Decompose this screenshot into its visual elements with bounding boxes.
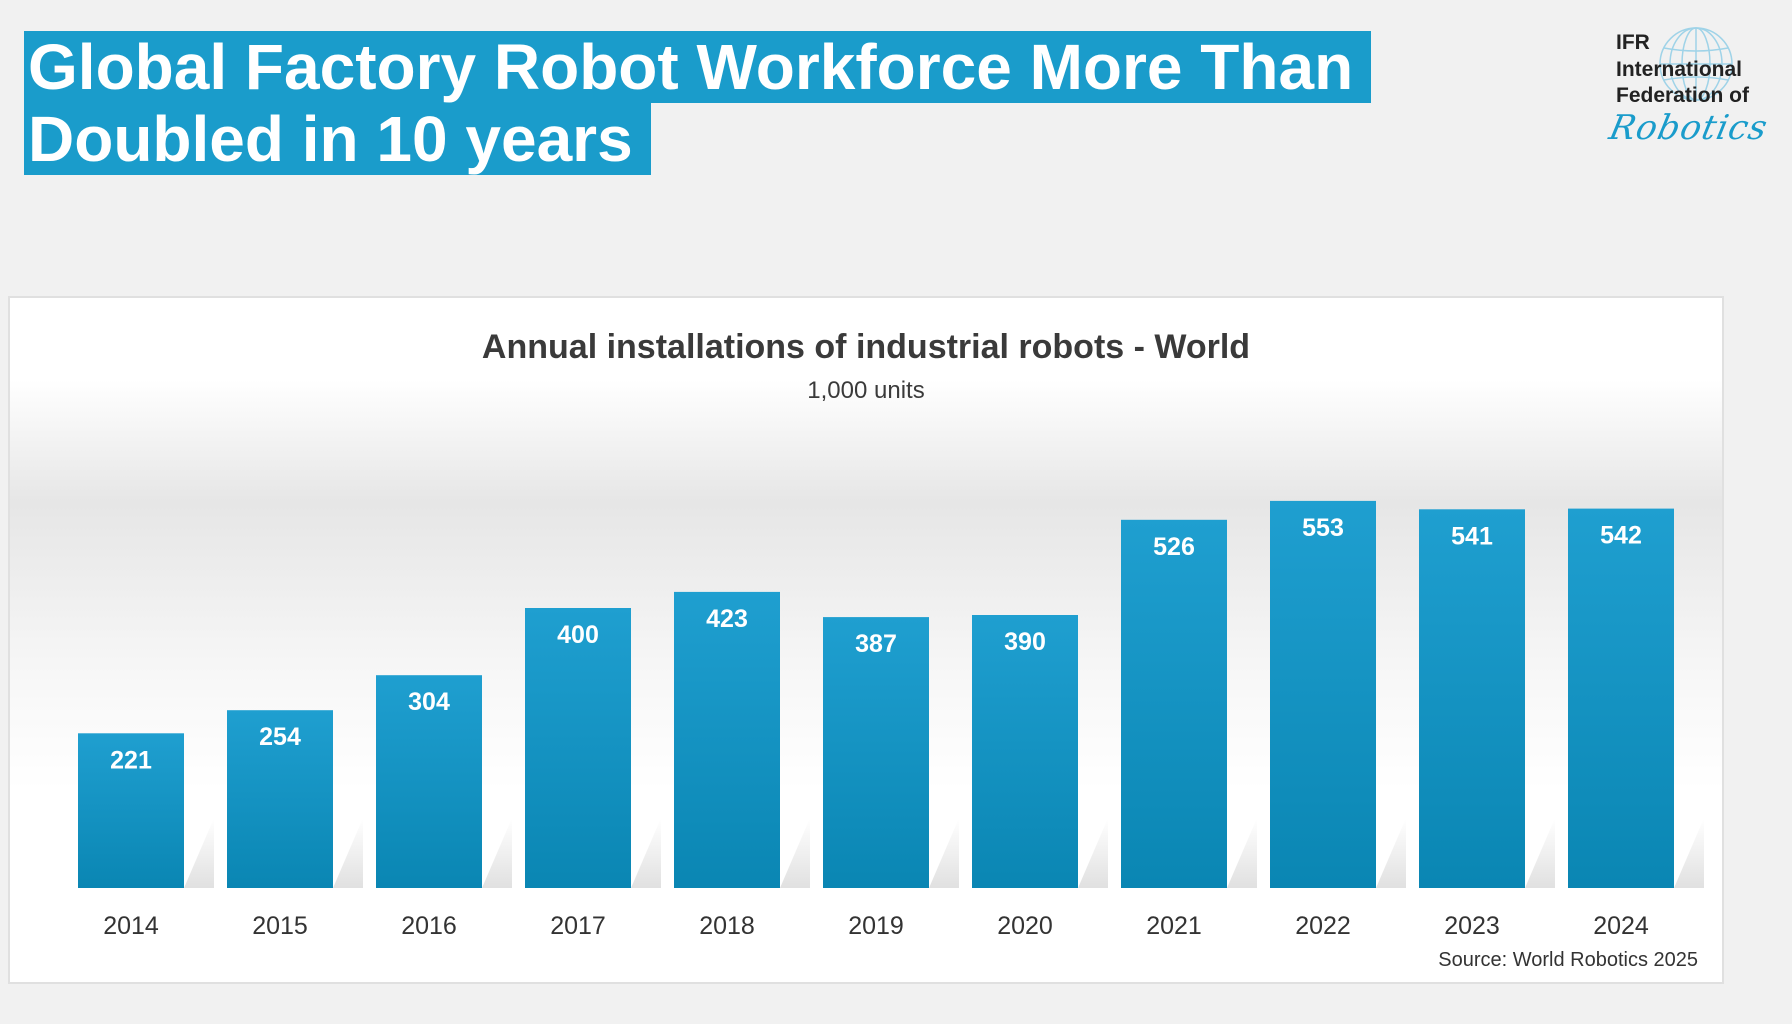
- headline-line-1: Global Factory Robot Workforce More Than: [24, 31, 1372, 103]
- headline-line-2: Doubled in 10 years: [24, 103, 651, 175]
- data-label-2018: 423: [706, 605, 748, 633]
- logo-text-robotics: Robotics: [1605, 108, 1772, 148]
- data-label-2024: 542: [1600, 522, 1642, 550]
- x-tick-label-2017: 2017: [550, 912, 606, 940]
- data-label-2022: 553: [1302, 514, 1344, 542]
- data-label-2021: 526: [1153, 533, 1195, 561]
- x-tick-label-2024: 2024: [1593, 912, 1649, 940]
- bar-2023: [1419, 509, 1525, 888]
- bar-shadow: [482, 818, 512, 888]
- x-tick-label-2021: 2021: [1146, 912, 1202, 940]
- bar-2015: [227, 710, 333, 888]
- data-label-2019: 387: [855, 630, 897, 658]
- bar-shadow: [780, 818, 810, 888]
- data-label-2014: 221: [110, 746, 152, 774]
- bar-shadow: [631, 818, 661, 888]
- globe-icon: [1659, 27, 1733, 101]
- bar-2018: [674, 591, 780, 888]
- bar-2022: [1270, 500, 1376, 888]
- logo-text-international: International: [1616, 58, 1743, 81]
- logo-text-ifr: IFR: [1616, 31, 1650, 54]
- bar-shadow: [929, 818, 959, 888]
- bar-chart: 221 2014 254 2015 304 2016 400 2017 423 2018 387 20…: [78, 500, 1704, 940]
- chart-subtitle: 1,000 units: [807, 377, 925, 404]
- x-tick-label-2020: 2020: [997, 912, 1053, 940]
- bar-2019: [823, 617, 929, 888]
- bar-shadow: [184, 818, 214, 888]
- bar-shadow: [1078, 818, 1108, 888]
- chart-panel: Annual installations of industrial robot…: [8, 296, 1724, 984]
- bar-2021: [1121, 519, 1227, 888]
- bar-2017: [525, 608, 631, 888]
- x-tick-label-2023: 2023: [1444, 912, 1500, 940]
- source-note: Source: World Robotics 2025: [1438, 949, 1698, 971]
- bar-shadow: [333, 818, 363, 888]
- data-label-2017: 400: [557, 621, 599, 649]
- logo-text-federation: Federation of: [1616, 84, 1750, 107]
- bar-2020: [972, 615, 1078, 888]
- data-label-2020: 390: [1004, 628, 1046, 656]
- data-label-2015: 254: [259, 723, 301, 751]
- x-tick-label-2019: 2019: [848, 912, 904, 940]
- bar-shadow: [1227, 818, 1257, 888]
- bar-shadow: [1525, 818, 1555, 888]
- x-tick-label-2018: 2018: [699, 912, 755, 940]
- bar-2014: [78, 733, 184, 888]
- data-label-2016: 304: [408, 688, 450, 716]
- bar-2016: [376, 675, 482, 888]
- chart-title: Annual installations of industrial robot…: [481, 328, 1251, 366]
- headline: Global Factory Robot Workforce More Than…: [24, 31, 1372, 175]
- ifr-logo: IFR International Federation of Robotics: [1606, 24, 1790, 154]
- bar-shadow: [1376, 818, 1406, 888]
- bar-shadow: [1674, 818, 1704, 888]
- x-tick-label-2022: 2022: [1295, 912, 1351, 940]
- bar-2024: [1568, 508, 1674, 888]
- x-tick-label-2014: 2014: [103, 912, 159, 940]
- data-label-2023: 541: [1451, 522, 1493, 550]
- x-tick-label-2016: 2016: [401, 912, 457, 940]
- x-tick-label-2015: 2015: [252, 912, 308, 940]
